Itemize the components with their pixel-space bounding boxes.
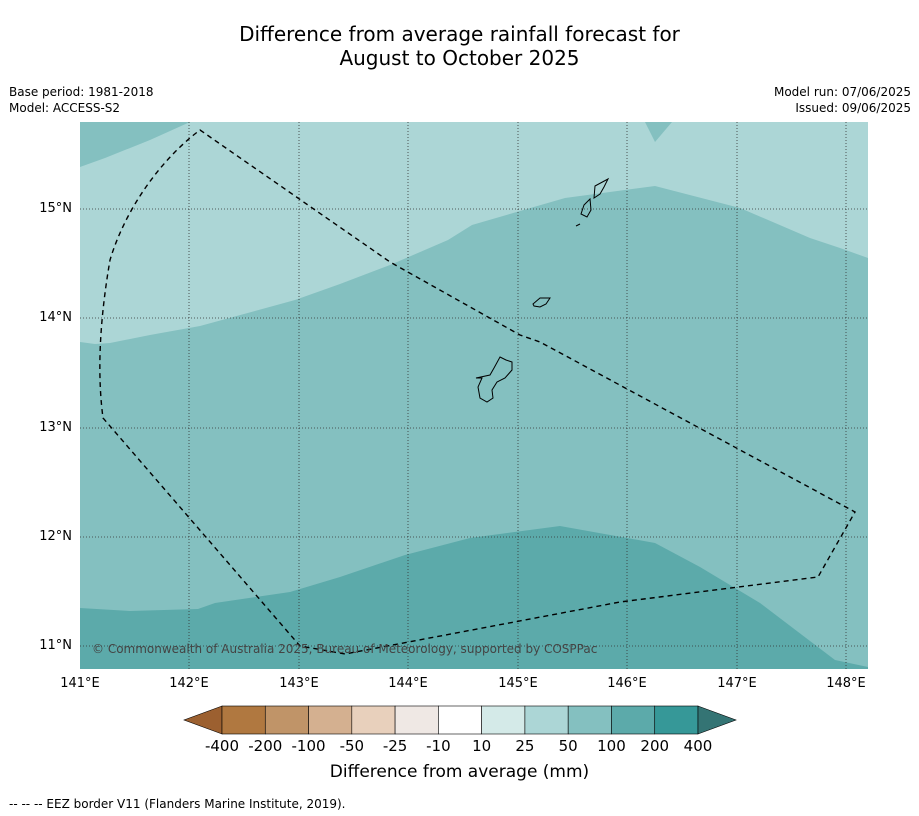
- colorbar-tick-label: 10: [472, 737, 492, 755]
- lon-tick-label: 143°E: [279, 676, 319, 691]
- lat-tick-label: 11°N: [39, 638, 72, 653]
- eez-border: [99, 129, 856, 655]
- title-line-1: Difference from average rainfall forecas…: [239, 22, 680, 46]
- guam-island: [475, 356, 513, 403]
- colorbar-swatch: [394, 705, 439, 735]
- rota-island: [532, 297, 551, 308]
- colorbar-tick-label: 25: [515, 737, 535, 755]
- colorbar-swatch: [481, 705, 526, 735]
- rainfall-band-100-200: [80, 526, 868, 669]
- colorbar-swatch: [611, 705, 656, 735]
- lat-tick-label: 14°N: [39, 310, 72, 325]
- colorbar-title: Difference from average (mm): [329, 762, 590, 782]
- colorbar: [183, 705, 737, 735]
- colorbar-tick-label: 200: [640, 737, 670, 755]
- eez-footnote: -- -- -- EEZ border V11 (Flanders Marine…: [9, 797, 346, 811]
- colorbar-tick-label: -400: [204, 737, 240, 755]
- metadata-left: Base period: 1981-2018 Model: ACCESS-S2: [9, 84, 154, 116]
- colorbar-swatch: [351, 705, 396, 735]
- lon-tick-label: 142°E: [169, 676, 209, 691]
- colorbar-tick-label: 50: [558, 737, 578, 755]
- graticule: [80, 122, 868, 669]
- issued-date: Issued: 09/06/2025: [795, 101, 911, 115]
- colorbar-tick-label: 100: [597, 737, 626, 755]
- chart-title: Difference from average rainfall forecas…: [0, 22, 919, 70]
- colorbar-swatch: [654, 705, 699, 735]
- colorbar-tick-label: -100: [291, 737, 326, 755]
- lon-tick-label: 146°E: [607, 676, 647, 691]
- model-name: Model: ACCESS-S2: [9, 101, 121, 115]
- colorbar-tick-label: -50: [339, 737, 365, 755]
- lat-tick-label: 15°N: [39, 201, 72, 216]
- colorbar-swatch: [308, 705, 353, 735]
- lon-tick-label: 144°E: [388, 676, 428, 691]
- colorbar-swatch: [524, 705, 569, 735]
- colorbar-swatch: [221, 705, 266, 735]
- aguijan-island: [575, 223, 581, 227]
- islands: [475, 177, 610, 403]
- lon-tick-label: 147°E: [717, 676, 757, 691]
- colorbar-tick-label: -200: [248, 737, 283, 755]
- map-plot-area: © Commonwealth of Australia 2025, Bureau…: [80, 122, 868, 669]
- colorbar-swatch: [567, 705, 612, 735]
- tinian-island: [580, 197, 592, 218]
- metadata-right: Model run: 07/06/2025 Issued: 09/06/2025: [774, 84, 911, 116]
- saipan-island: [593, 177, 610, 199]
- lat-tick-label: 13°N: [39, 420, 72, 435]
- copyright-notice: © Commonwealth of Australia 2025, Bureau…: [92, 642, 597, 656]
- colorbar-tick-label: 400: [683, 737, 713, 755]
- colorbar-extend-low: [183, 705, 223, 735]
- rainfall-band-25-50: [80, 122, 868, 344]
- colorbar-swatch: [438, 705, 482, 735]
- base-period: Base period: 1981-2018: [9, 85, 154, 99]
- lon-tick-label: 145°E: [498, 676, 538, 691]
- lat-tick-label: 12°N: [39, 529, 72, 544]
- title-line-2: August to October 2025: [339, 46, 580, 70]
- lon-tick-label: 141°E: [60, 676, 100, 691]
- colorbar-tick-label: -25: [382, 737, 408, 755]
- colorbar-swatch: [264, 705, 309, 735]
- rainfall-patch-northwest: [80, 122, 190, 167]
- colorbar-tick-label: -10: [426, 737, 451, 755]
- colorbar-extend-high: [697, 705, 737, 735]
- model-run: Model run: 07/06/2025: [773, 85, 911, 99]
- lon-tick-label: 148°E: [826, 676, 866, 691]
